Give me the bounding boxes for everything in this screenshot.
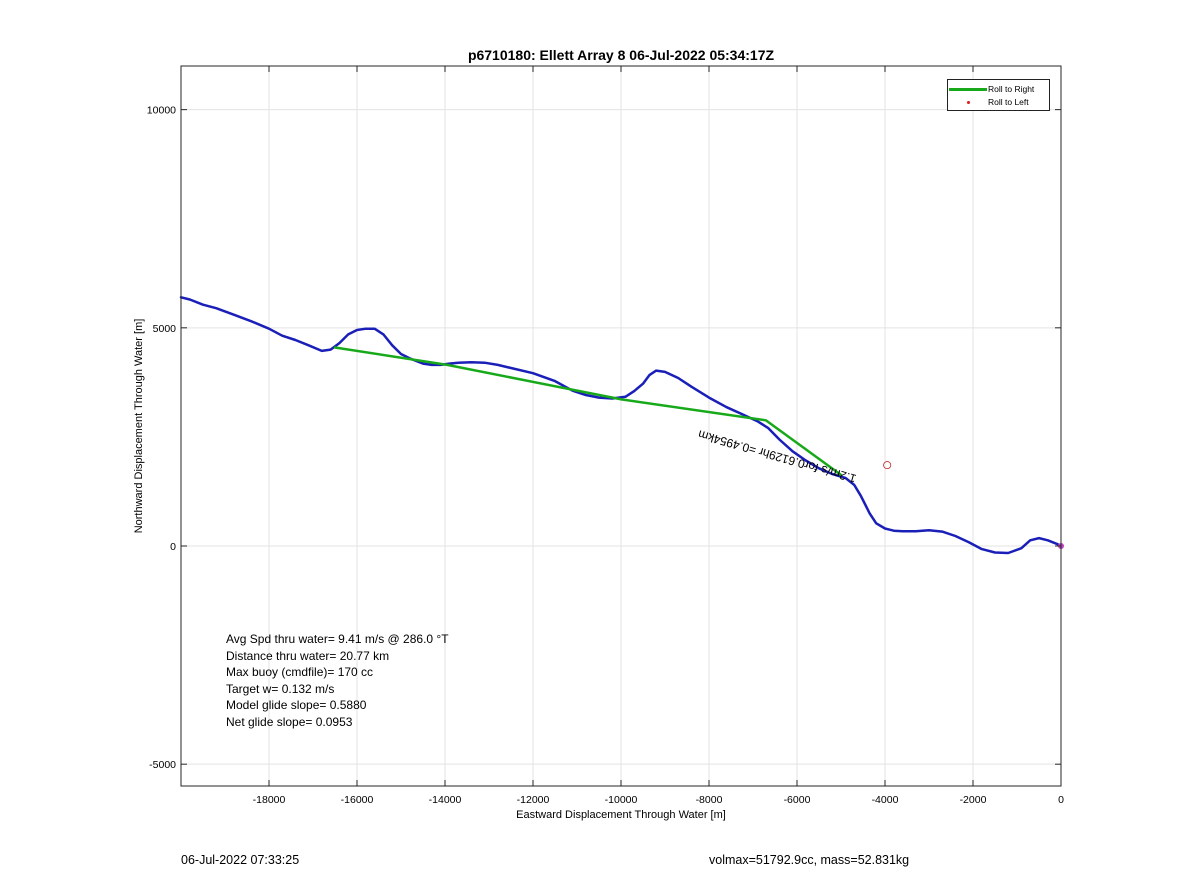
stat-net-glide: Net glide slope= 0.0953 [226, 714, 353, 729]
y-tick-label: 5000 [153, 323, 177, 335]
y-tick-label: 0 [170, 541, 176, 553]
legend-label: Roll to Left [988, 97, 1029, 107]
stat-avg-speed: Avg Spd thru water= 9.41 m/s @ 286.0 °T [226, 632, 449, 646]
legend-item-roll-right: Roll to Right [948, 83, 1034, 95]
stat-distance: Distance thru water= 20.77 km [226, 648, 390, 663]
target-marker: ○ [882, 454, 893, 474]
x-tick-label: -2000 [960, 794, 987, 806]
grid-lines [181, 66, 1062, 786]
legend-item-roll-left: Roll to Left [948, 96, 1029, 108]
x-tick-label: -18000 [253, 794, 286, 806]
stats-block: Avg Spd thru water= 9.41 m/s @ 286.0 °T … [226, 631, 449, 730]
series-track-line [179, 296, 1063, 555]
x-tick-label: 0 [1058, 794, 1064, 806]
y-axis-label: Northward Displacement Through Water [m] [133, 319, 145, 534]
stat-model-glide: Model glide slope= 0.5880 [226, 698, 367, 712]
stat-max-buoy: Max buoy (cmdfile)= 170 cc [226, 665, 374, 679]
annotation-layer: 1.2m/s for0.6129hr =0.4954km ○ [697, 427, 1064, 549]
chart-title: p6710180: Ellett Array 8 06-Jul-2022 05:… [468, 47, 775, 63]
x-tick-label: -6000 [784, 794, 811, 806]
x-tick-label: -16000 [341, 794, 374, 806]
legend-line-swatch [949, 87, 987, 91]
legend: Roll to Right Roll to Left [947, 79, 1050, 111]
axis-ticks: -18000 -16000 -14000 -12000 -10000 -8000 -6000… [147, 66, 1064, 806]
x-tick-label: -14000 [429, 794, 462, 806]
y-tick-label: 10000 [147, 105, 176, 117]
legend-label: Roll to Right [988, 84, 1035, 94]
x-axis-label: Eastward Displacement Through Water [m] [516, 809, 726, 821]
series-roll-right-line [333, 346, 843, 477]
legend-dot-swatch [966, 100, 970, 104]
y-tick-label: -5000 [149, 759, 176, 771]
footer-timestamp: 06-Jul-2022 07:33:25 [181, 853, 300, 867]
x-tick-label: -10000 [605, 794, 638, 806]
stat-target-w: Target w= 0.132 m/s [226, 681, 335, 696]
x-tick-label: -8000 [696, 794, 723, 806]
x-tick-label: -12000 [517, 794, 550, 806]
footer-volmax-mass: volmax=51792.9cc, mass=52.831kg [709, 853, 910, 867]
x-tick-label: -4000 [872, 794, 899, 806]
series-layer [179, 296, 1063, 555]
